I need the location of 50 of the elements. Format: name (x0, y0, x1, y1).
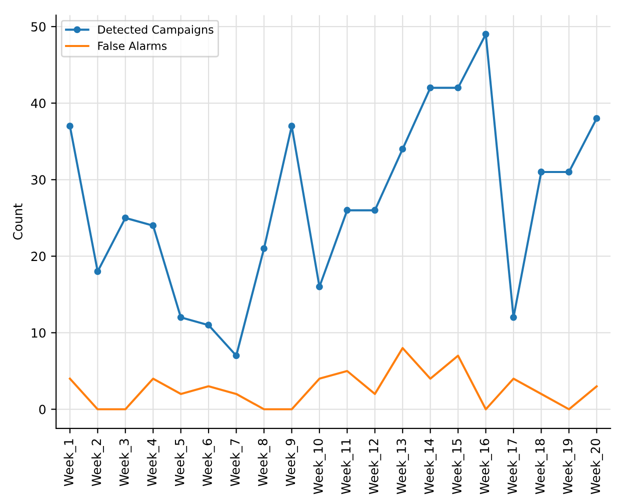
point (94, 268, 102, 275)
point (316, 283, 323, 290)
point (205, 322, 212, 329)
x-tick-label: Week_16 (480, 438, 492, 494)
point (66, 122, 74, 130)
point (593, 114, 600, 122)
x-tick-label: Week_1 (64, 439, 76, 486)
x-tick-label: Week_7 (230, 439, 242, 486)
legend-label: False Alarms (98, 41, 167, 50)
y-tick-label: 0 (39, 404, 46, 414)
point (482, 30, 490, 38)
y-tick-label: 10 (32, 328, 46, 338)
x-tick-label: Week_15 (452, 439, 464, 494)
point (426, 84, 434, 92)
x-tick-label: Week_10 (313, 438, 326, 494)
point (260, 245, 268, 252)
point (344, 206, 351, 214)
x-tick-label: Week_19 (562, 439, 576, 494)
y-tick-label: 20 (31, 252, 46, 262)
x-tick-label: Week_17 (507, 439, 520, 494)
x-tick-label: Week_14 (424, 438, 437, 494)
y-axis-title: Count (13, 204, 22, 240)
point (288, 122, 296, 130)
point (177, 314, 184, 321)
x-tick-label: Week_6 (202, 438, 215, 486)
x-tick-label: Week_3 (119, 439, 132, 486)
x-tick-label: Week_11 (340, 439, 354, 494)
point (122, 214, 129, 222)
point (538, 168, 545, 176)
point (565, 168, 572, 176)
point (510, 314, 517, 321)
point (371, 206, 378, 214)
line-series (68, 346, 598, 410)
x-tick-label: Week_9 (285, 439, 298, 486)
y-tick-label: 40 (31, 98, 46, 108)
y-tick-label: 30 (31, 175, 46, 185)
x-tick-label: Week_5 (174, 439, 188, 486)
legend-label: Detected Campaigns (98, 25, 214, 36)
x-tick-label: Week_8 (258, 438, 270, 486)
x-tick-label: Week_4 (146, 438, 160, 486)
x-tick-label: Week_18 (535, 438, 548, 494)
x-tick-label: Week_20 (590, 438, 603, 494)
point (150, 222, 157, 230)
x-tick-label: Week_13 (396, 439, 409, 494)
y-tick-label: 50 (31, 22, 46, 32)
point (232, 352, 240, 360)
point (454, 84, 462, 92)
x-tick-label: Week_12 (368, 439, 382, 494)
point (399, 146, 406, 153)
x-tick-label: Week_2 (91, 439, 104, 486)
